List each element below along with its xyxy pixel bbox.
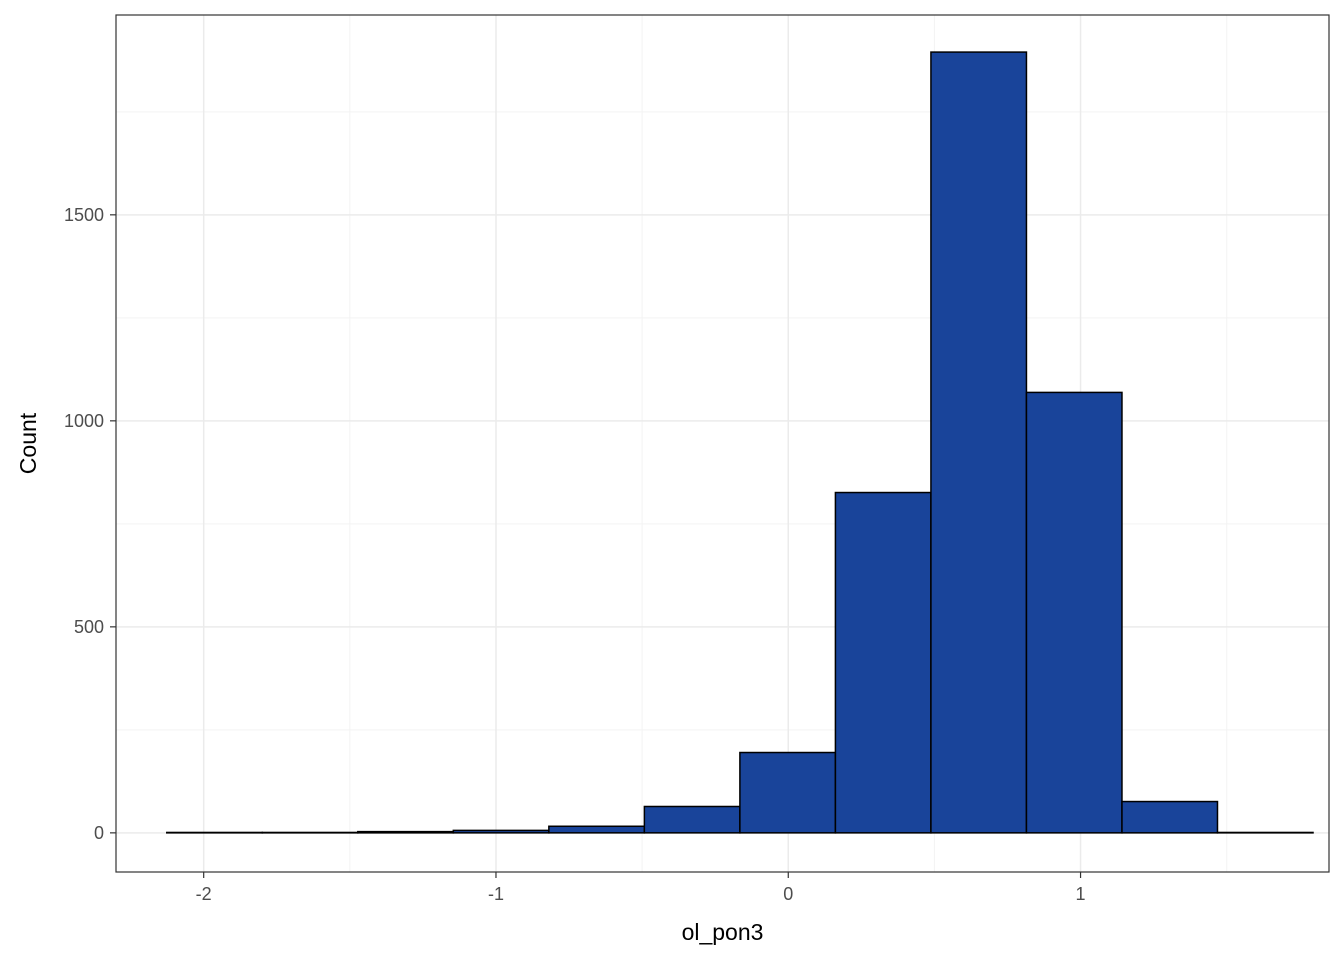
histogram-bar — [548, 825, 646, 834]
y-tick-label: 1000 — [64, 411, 104, 431]
y-axis-title: Count — [15, 412, 41, 474]
x-axis-title: ol_pon3 — [682, 919, 764, 945]
x-tick-label: 1 — [1076, 884, 1086, 904]
y-tick-label: 0 — [94, 823, 104, 843]
x-axis-ticks: -2 -1 0 1 — [196, 872, 1086, 904]
histogram-bar — [739, 751, 837, 834]
histogram-bar — [930, 51, 1028, 834]
histogram-bar — [1025, 391, 1123, 834]
histogram-bar — [643, 805, 741, 834]
x-tick-label: 0 — [783, 884, 793, 904]
histogram-bar — [1121, 800, 1219, 834]
histogram-bar — [452, 829, 550, 834]
histogram-bars — [166, 51, 1314, 834]
y-tick-label: 1500 — [64, 205, 104, 225]
y-axis-ticks: 0 500 1000 1500 — [64, 205, 116, 843]
x-tick-label: -2 — [196, 884, 212, 904]
histogram-bar — [834, 491, 932, 834]
major-gridlines — [116, 15, 1329, 872]
panel-border — [115, 14, 1330, 873]
histogram-bar — [357, 830, 455, 834]
x-tick-label: -1 — [488, 884, 504, 904]
y-tick-label: 500 — [74, 617, 104, 637]
